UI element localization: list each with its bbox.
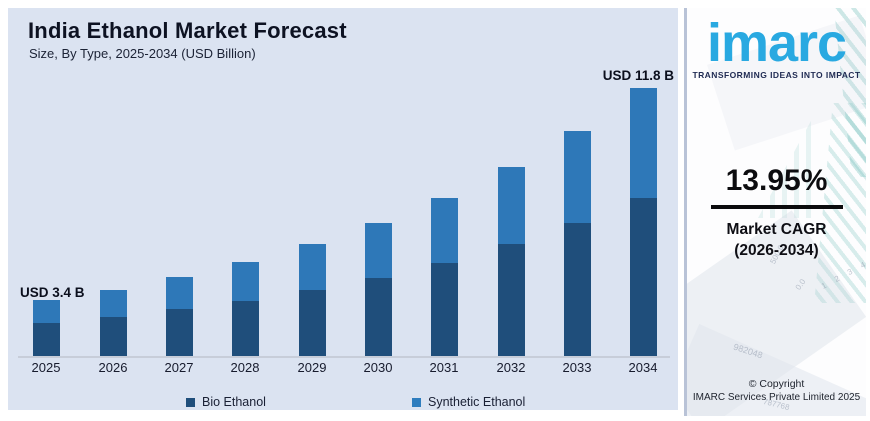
bio-ethanol-segment bbox=[231, 301, 259, 356]
bio-ethanol-segment bbox=[32, 323, 60, 356]
copyright-block: © Copyright IMARC Services Private Limit… bbox=[687, 377, 866, 404]
synthetic-ethanol-segment bbox=[563, 131, 591, 223]
copyright-line1: © Copyright bbox=[748, 378, 805, 390]
synthetic-ethanol-segment bbox=[99, 290, 127, 317]
brand-panel: 500.0 0.0 1 2 3 4 982048 787768 imarc TR… bbox=[684, 8, 866, 416]
chart-title: India Ethanol Market Forecast bbox=[28, 18, 347, 43]
stacked-bar-2032 bbox=[497, 167, 525, 356]
legend-item-synthetic-ethanol: Synthetic Ethanol bbox=[412, 395, 525, 409]
synthetic-ethanol-segment bbox=[497, 167, 525, 244]
cagr-period: (2026-2034) bbox=[734, 242, 819, 259]
bio-ethanol-swatch-icon bbox=[186, 397, 195, 407]
first-bar-value-label: USD 3.4 B bbox=[20, 285, 85, 300]
synthetic-ethanol-segment bbox=[32, 300, 60, 323]
bio-ethanol-segment bbox=[364, 278, 392, 356]
bio-ethanol-segment bbox=[99, 317, 127, 356]
synthetic-ethanol-segment bbox=[165, 277, 193, 309]
synthetic-ethanol-segment bbox=[430, 198, 458, 263]
synthetic-ethanol-segment bbox=[231, 262, 259, 301]
stacked-bar-2027 bbox=[165, 277, 193, 356]
synthetic-ethanol-segment bbox=[298, 244, 326, 290]
chart-subtitle: Size, By Type, 2025-2034 (USD Billion) bbox=[29, 46, 256, 61]
x-tick-2032: 2032 bbox=[496, 360, 526, 375]
stacked-bar-2026 bbox=[99, 290, 127, 356]
legend-label-synthetic-ethanol: Synthetic Ethanol bbox=[428, 395, 526, 409]
x-axis-labels: 2025 2026 2027 2028 2029 2030 2031 2032 2033 2034 bbox=[8, 360, 678, 378]
stacked-bar-2033 bbox=[563, 131, 591, 356]
bio-ethanol-segment bbox=[629, 198, 657, 356]
x-tick-2031: 2031 bbox=[429, 360, 459, 375]
stacked-bar-2034 bbox=[629, 88, 657, 356]
bio-ethanol-segment bbox=[563, 223, 591, 356]
stacked-bar-2025 bbox=[32, 300, 60, 356]
bio-ethanol-segment bbox=[165, 309, 193, 356]
synthetic-ethanol-segment bbox=[629, 88, 657, 198]
x-tick-2027: 2027 bbox=[164, 360, 194, 375]
imarc-logo-tagline: TRANSFORMING IDEAS INTO IMPACT bbox=[692, 70, 861, 80]
bio-ethanol-segment bbox=[298, 290, 326, 356]
imarc-logo-text: imarc bbox=[706, 13, 847, 73]
imarc-logo: imarc TRANSFORMING IDEAS INTO IMPACT bbox=[687, 14, 866, 80]
x-tick-2025: 2025 bbox=[31, 360, 61, 375]
cagr-label: Market CAGR bbox=[726, 221, 827, 238]
synthetic-ethanol-segment bbox=[364, 223, 392, 278]
cagr-value: 13.95% bbox=[725, 164, 828, 197]
synthetic-ethanol-swatch-icon bbox=[412, 397, 421, 407]
x-tick-2026: 2026 bbox=[98, 360, 128, 375]
x-tick-2030: 2030 bbox=[363, 360, 393, 375]
legend-label-bio-ethanol: Bio Ethanol bbox=[202, 395, 266, 409]
stacked-bar-2031 bbox=[430, 198, 458, 356]
x-tick-2033: 2033 bbox=[562, 360, 592, 375]
x-tick-2034: 2034 bbox=[628, 360, 658, 375]
copyright-line2: IMARC Services Private Limited 2025 bbox=[692, 392, 861, 403]
bio-ethanol-segment bbox=[430, 263, 458, 356]
stacked-bar-2029 bbox=[298, 244, 326, 356]
cagr-block: 13.95% Market CAGR (2026-2034) bbox=[687, 164, 866, 261]
x-axis-line bbox=[18, 356, 670, 358]
cagr-underline bbox=[710, 205, 843, 209]
stacked-bar-2030 bbox=[364, 223, 392, 356]
x-tick-2029: 2029 bbox=[297, 360, 327, 375]
stacked-bar-2028 bbox=[231, 262, 259, 356]
chart-legend: Bio Ethanol Synthetic Ethanol bbox=[8, 395, 678, 410]
last-bar-value-label: USD 11.8 B bbox=[602, 68, 674, 83]
x-tick-2028: 2028 bbox=[230, 360, 260, 375]
plot-area bbox=[8, 8, 678, 356]
bio-ethanol-segment bbox=[497, 244, 525, 356]
legend-item-bio-ethanol: Bio Ethanol bbox=[186, 395, 266, 409]
chart-card: India Ethanol Market Forecast Size, By T… bbox=[8, 8, 678, 410]
